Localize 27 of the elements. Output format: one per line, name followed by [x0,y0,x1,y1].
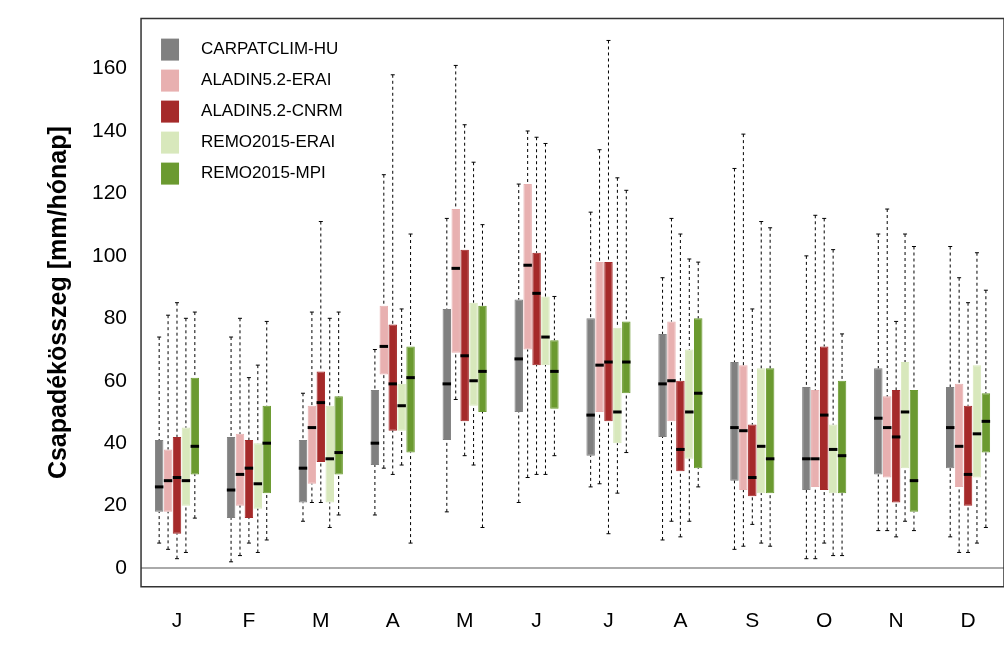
legend-label: ALADIN5.2-ERAI [201,70,332,90]
x-tick-label: N [888,608,904,632]
y-tick-label: 0 [115,554,128,578]
y-tick-label: 60 [103,367,128,391]
x-tick-label: S [745,608,760,632]
y-tick-label: 140 [91,117,128,141]
legend-label: ALADIN5.2-CNRM [201,101,343,121]
y-tick-label: 40 [103,429,128,453]
y-axis-title: Csapadékösszeg [mm/hónap] [42,126,71,480]
x-tick-label: M [312,608,330,632]
y-tick-label: 80 [103,305,128,329]
x-tick-label: D [960,608,976,632]
x-tick-label: M [455,608,474,632]
y-tick-label: 120 [91,180,128,204]
x-tick-label: J [603,608,614,632]
x-tick-label: A [673,608,688,632]
x-tick-label: F [242,608,256,632]
x-tick-label: A [385,608,400,632]
legend-label: REMO2015-ERAI [201,132,336,152]
x-tick-label: J [171,608,183,632]
y-tick-label: 20 [103,492,128,516]
y-tick-label: 100 [91,242,128,266]
x-tick-label: O [816,608,833,632]
x-tick-label: J [531,608,542,632]
legend-label: REMO2015-MPI [201,163,326,183]
legend-label: CARPATCLIM-HU [201,39,339,59]
y-tick-label: 160 [91,55,128,79]
